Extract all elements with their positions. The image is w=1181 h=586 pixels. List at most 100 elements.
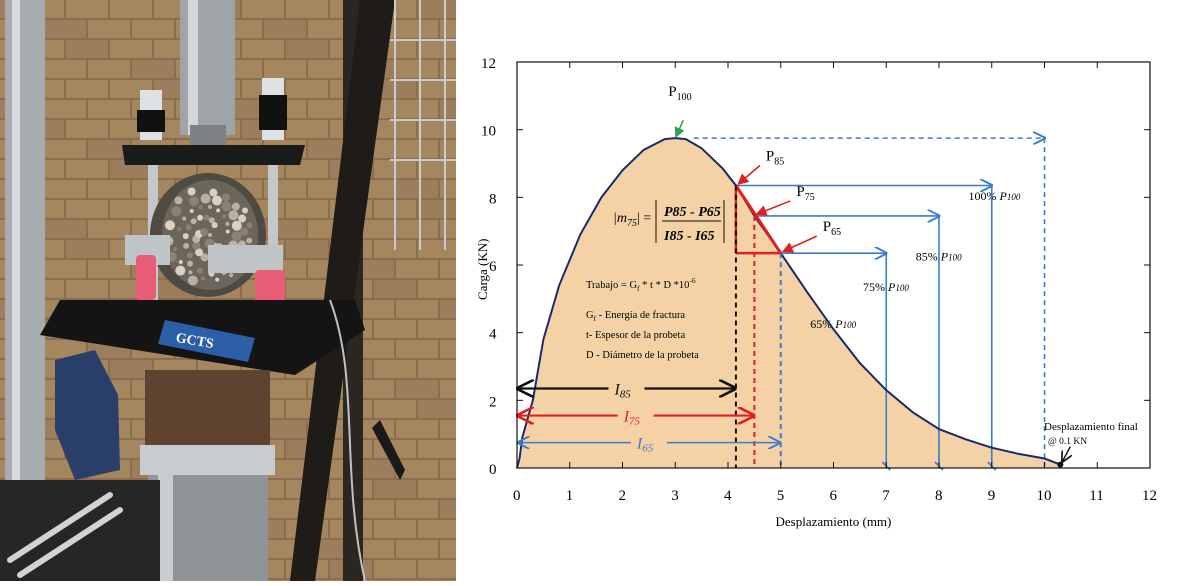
brick: [286, 0, 328, 18]
y-tick-label: 12: [481, 56, 496, 72]
brick: [286, 240, 328, 258]
x-tick-label: 0: [513, 488, 521, 504]
brick: [132, 20, 174, 38]
x-tick-label: 8: [935, 488, 943, 504]
brick: [418, 560, 456, 578]
brick: [286, 280, 328, 298]
y-tick-label: 0: [489, 462, 497, 478]
aggregate-stone: [183, 242, 190, 249]
aggregate-stone: [221, 193, 230, 202]
brick: [374, 320, 416, 338]
brick: [396, 420, 438, 438]
brick: [396, 60, 438, 78]
brick: [88, 100, 130, 118]
aggregate-stone: [178, 259, 183, 264]
aggregate-stone: [189, 209, 194, 214]
legend-line-2: t- Espesor de la probeta: [586, 330, 685, 341]
brick: [44, 340, 86, 358]
aggregate-stone: [246, 222, 253, 229]
aggregate-stone: [182, 233, 189, 240]
aggregate-stone: [192, 241, 201, 250]
brick: [66, 40, 108, 58]
aggregate-stone: [195, 248, 204, 257]
brick: [88, 180, 130, 198]
brick: [418, 200, 456, 218]
brick: [374, 520, 416, 538]
area-fill: [517, 138, 1061, 468]
aggregate-stone: [229, 273, 234, 278]
x-tick-label: 7: [882, 488, 890, 504]
aggregate-stone: [225, 221, 230, 226]
photo-illustration: GCTS: [0, 0, 456, 581]
brick: [396, 300, 438, 318]
brick: [66, 160, 108, 178]
aggregate-stone: [231, 220, 242, 231]
aggregate-stone: [221, 201, 232, 212]
brick: [242, 40, 284, 58]
final-displacement-title: Desplazamiento final: [1044, 421, 1138, 433]
brick: [440, 60, 456, 78]
aggregate-stone: [189, 196, 200, 207]
brick: [264, 420, 306, 438]
brick: [440, 420, 456, 438]
brick: [418, 440, 456, 458]
legend-line-3: D - Diámetro de la probeta: [586, 350, 699, 361]
brick: [418, 40, 456, 58]
brick: [374, 360, 416, 378]
left-column-highlight: [12, 0, 20, 581]
aggregate-stone: [188, 270, 193, 275]
probe-tool: [372, 420, 405, 480]
x-tick-label: 12: [1142, 488, 1157, 504]
aggregate-stone: [238, 214, 247, 223]
soil-cylinder: [145, 370, 270, 450]
aggregate-stone: [208, 204, 212, 209]
brick: [110, 360, 152, 378]
x-tick-label: 11: [1089, 488, 1103, 504]
x-tick-label: 4: [724, 488, 732, 504]
point-arrow: [781, 235, 818, 253]
aggregate-stone: [211, 195, 222, 206]
point-label: P100: [668, 84, 691, 103]
aggregate-stone: [222, 214, 227, 219]
aggregate-stone: [231, 202, 240, 211]
aggregate-stone: [175, 265, 186, 276]
y-tick-label: 8: [489, 191, 497, 207]
brick: [418, 280, 456, 298]
aggregate-stone: [241, 207, 248, 214]
legend-line-1: Gf - Energía de fractura: [586, 310, 685, 323]
work-formula-rest: * t * D *10: [640, 280, 690, 291]
brick: [374, 480, 416, 498]
brick: [88, 20, 130, 38]
final-displacement-sub: @ 0.1 KN: [1048, 437, 1087, 447]
brick: [440, 300, 456, 318]
interval-label: I65: [636, 436, 654, 455]
y-tick-label: 10: [481, 124, 496, 140]
brick: [44, 260, 86, 278]
point-arrow: [674, 119, 685, 139]
formula-numerator: P85 - P65: [664, 205, 721, 220]
aggregate-stone: [231, 231, 242, 242]
aggregate-stone: [197, 214, 204, 221]
slope-hypotenuse: [734, 184, 783, 254]
brick: [396, 100, 438, 118]
brick: [88, 140, 130, 158]
aggregate-stone: [215, 277, 220, 282]
brick: [440, 260, 456, 278]
brick: [418, 360, 456, 378]
work-formula-exp: -6: [689, 276, 695, 285]
brick: [440, 500, 456, 518]
brand-label-bg: [158, 320, 255, 362]
x-tick-label: 1: [566, 488, 574, 504]
point-label: P65: [823, 219, 841, 238]
aggregate-stone: [246, 237, 253, 244]
x-tick-label: 5: [777, 488, 785, 504]
brick: [418, 160, 456, 178]
aggregate-stone: [200, 228, 209, 237]
aggregate-stone: [225, 229, 230, 234]
x-tick-label: 9: [988, 488, 996, 504]
brick: [418, 520, 456, 538]
aggregate-stone: [187, 260, 194, 267]
level-label: 75% P100: [863, 280, 909, 294]
brick: [308, 60, 350, 78]
aggregate-stone: [228, 210, 239, 221]
